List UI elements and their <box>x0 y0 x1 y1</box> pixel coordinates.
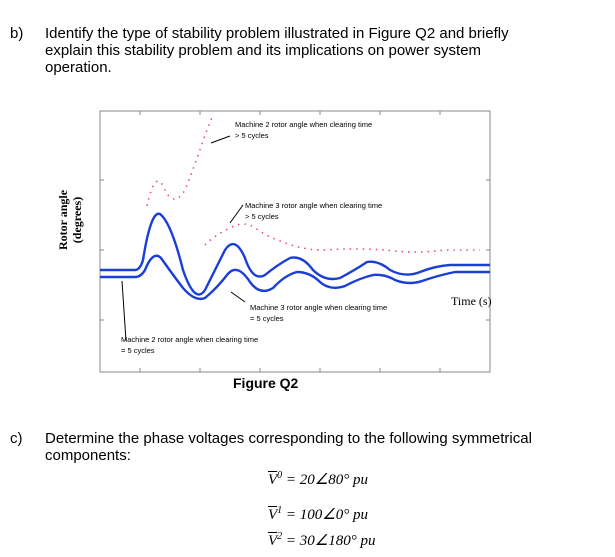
equation-v1-symbol: V <box>268 507 278 523</box>
figure-caption: Figure Q2 <box>233 375 299 391</box>
annotation-machine3-eq5-line2: = 5 cycles <box>250 314 284 323</box>
equation-v2-superscript: 2 <box>277 531 283 542</box>
equation-v2-symbol: V <box>268 533 278 549</box>
plot-frame <box>99 110 491 373</box>
annotation-machine2-eq5-line2: = 5 cycles <box>121 346 155 355</box>
curve-machine2-stable <box>100 212 490 296</box>
annotation-machine3-gt5-line1: Machine 3 rotor angle when clearing time <box>245 201 382 210</box>
equation-v0-superscript: 0 <box>277 470 283 481</box>
x-axis-label: Time (s) <box>451 294 492 308</box>
equation-v0: V0 = 20∠80° pu <box>268 470 368 489</box>
question-c-line-2: components: <box>45 447 131 464</box>
frame-ticks <box>100 111 490 372</box>
question-b-line-2: explain this stability problem and its i… <box>45 42 482 59</box>
curve-machine2-unstable <box>146 114 214 207</box>
annotation-machine2-gt5-line2: > 5 cycles <box>235 131 269 140</box>
equation-v2: V2 = 30∠180° pu <box>268 531 376 550</box>
figure-q2: Rotor angle (degrees) Machine 2 rotor an… <box>56 110 492 373</box>
curve-machine3-unstable <box>204 223 480 253</box>
equation-v0-symbol: V <box>268 472 278 488</box>
question-c-text: Determine the phase voltages correspondi… <box>45 430 532 464</box>
curve-machine3-stable <box>100 254 490 301</box>
y-axis-label-line-1: Rotor angle <box>56 189 70 250</box>
annotation-machine3-eq5-line1: Machine 3 rotor angle when clearing time <box>250 303 387 312</box>
annotation-machine2-gt5-line1: Machine 2 rotor angle when clearing time <box>235 120 372 129</box>
question-b-line-1: Identify the type of stability problem i… <box>45 25 509 42</box>
question-b-label: b) <box>10 25 24 42</box>
equation-v1-value: = 100∠0° pu <box>285 507 368 523</box>
equation-v1-superscript: 1 <box>277 505 283 516</box>
annotation-pointers <box>121 135 246 342</box>
equation-v2-value: = 30∠180° pu <box>285 533 376 549</box>
annotation-machine3-gt5-line2: > 5 cycles <box>245 212 279 221</box>
annotation-machine2-eq5-line1: Machine 2 rotor angle when clearing time <box>121 335 258 344</box>
question-b-text: Identify the type of stability problem i… <box>45 25 509 76</box>
equation-v1: V1 = 100∠0° pu <box>268 505 368 524</box>
question-c-label: c) <box>10 430 23 447</box>
equation-v0-value: = 20∠80° pu <box>285 472 368 488</box>
y-axis-label-line-2: (degrees) <box>70 197 84 243</box>
question-c-line-1: Determine the phase voltages correspondi… <box>45 430 532 447</box>
question-b-line-3: operation. <box>45 59 112 76</box>
